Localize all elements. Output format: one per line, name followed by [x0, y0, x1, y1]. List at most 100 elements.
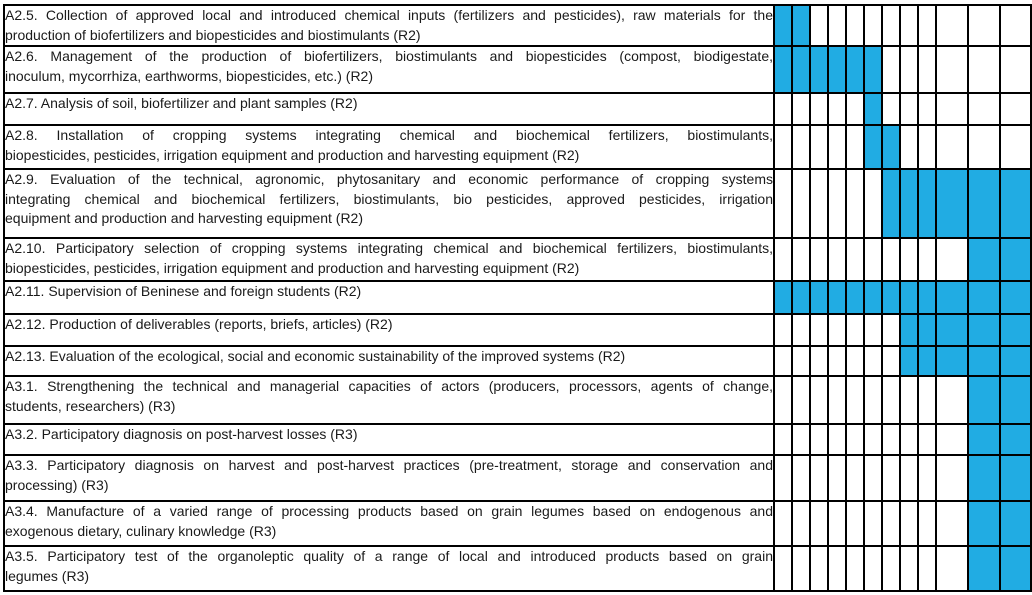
- task-text-line: A2.5. Collection of approved local and i…: [5, 7, 773, 23]
- gantt-empty-cell: [845, 4, 865, 47]
- gantt-empty-cell: [881, 345, 901, 377]
- gantt-filled-cell: [809, 280, 829, 315]
- task-label: A3.1. Strengthening the technical and ma…: [3, 375, 775, 425]
- gantt-empty-cell: [917, 545, 937, 592]
- gantt-filled-cell: [773, 280, 793, 315]
- gantt-filled-cell: [917, 345, 937, 377]
- gantt-empty-cell: [967, 45, 1001, 94]
- gantt-empty-cell: [899, 545, 919, 592]
- task-text-line: production of biofertilizers and biopest…: [5, 26, 421, 43]
- gantt-body: A2.5. Collection of approved local and i…: [3, 4, 1032, 592]
- gantt-empty-cell: [827, 168, 847, 239]
- gantt-empty-cell: [917, 454, 937, 502]
- gantt-filled-cell: [999, 545, 1032, 592]
- task-text-line: exogenous dietary, culinary knowledge (R…: [5, 522, 277, 539]
- gantt-empty-cell: [967, 92, 1001, 126]
- task-label: A3.2. Participatory diagnosis on post-ha…: [3, 423, 775, 456]
- gantt-empty-cell: [917, 375, 937, 425]
- gantt-empty-cell: [881, 500, 901, 547]
- gantt-filled-cell: [967, 313, 1001, 347]
- gantt-empty-cell: [935, 4, 969, 47]
- gantt-empty-cell: [899, 375, 919, 425]
- gantt-empty-cell: [935, 423, 969, 456]
- gantt-empty-cell: [863, 168, 883, 239]
- gantt-empty-cell: [827, 375, 847, 425]
- gantt-empty-cell: [881, 454, 901, 502]
- gantt-empty-cell: [899, 423, 919, 456]
- gantt-empty-cell: [863, 454, 883, 502]
- gantt-empty-cell: [791, 313, 811, 347]
- gantt-empty-cell: [809, 237, 829, 282]
- gantt-empty-cell: [899, 500, 919, 547]
- gantt-empty-cell: [899, 45, 919, 94]
- gantt-empty-cell: [809, 454, 829, 502]
- task-text-line: A2.10. Participatory selection of croppi…: [5, 240, 773, 256]
- gantt-empty-cell: [845, 423, 865, 456]
- task-text-line: students, researchers) (R3): [5, 397, 176, 414]
- gantt-empty-cell: [827, 423, 847, 456]
- gantt-empty-cell: [917, 124, 937, 170]
- gantt-empty-cell: [863, 313, 883, 347]
- gantt-empty-cell: [845, 454, 865, 502]
- gantt-filled-cell: [967, 545, 1001, 592]
- task-text-line: A3.1. Strengthening the technical and ma…: [5, 378, 773, 394]
- gantt-filled-cell: [791, 4, 811, 47]
- gantt-empty-cell: [863, 375, 883, 425]
- gantt-empty-cell: [917, 423, 937, 456]
- gantt-empty-cell: [827, 313, 847, 347]
- table-row: A2.10. Participatory selection of croppi…: [3, 237, 1032, 282]
- task-text-line: equipment and production and harvesting …: [5, 210, 364, 226]
- gantt-empty-cell: [791, 92, 811, 126]
- gantt-empty-cell: [773, 454, 793, 502]
- gantt-filled-cell: [863, 92, 883, 126]
- gantt-empty-cell: [845, 500, 865, 547]
- gantt-filled-cell: [845, 280, 865, 315]
- gantt-empty-cell: [845, 375, 865, 425]
- gantt-filled-cell: [999, 345, 1032, 377]
- gantt-filled-cell: [999, 454, 1032, 502]
- gantt-empty-cell: [917, 237, 937, 282]
- task-text-line: A2.7. Analysis of soil, biofertilizer an…: [5, 95, 358, 111]
- task-label: A2.12. Production of deliverables (repor…: [3, 313, 775, 347]
- table-row: A2.8. Installation of cropping systems i…: [3, 124, 1032, 170]
- task-text-line: A2.12. Production of deliverables (repor…: [5, 316, 393, 332]
- gantt-filled-cell: [967, 500, 1001, 547]
- gantt-empty-cell: [809, 500, 829, 547]
- gantt-filled-cell: [809, 45, 829, 94]
- gantt-empty-cell: [917, 500, 937, 547]
- gantt-empty-cell: [791, 345, 811, 377]
- gantt-chart: A2.5. Collection of approved local and i…: [3, 4, 1032, 592]
- gantt-empty-cell: [881, 4, 901, 47]
- gantt-filled-cell: [917, 280, 937, 315]
- gantt-empty-cell: [845, 545, 865, 592]
- gantt-empty-cell: [845, 237, 865, 282]
- gantt-empty-cell: [999, 124, 1032, 170]
- task-label: A3.4. Manufacture of a varied range of p…: [3, 500, 775, 547]
- gantt-empty-cell: [773, 92, 793, 126]
- gantt-empty-cell: [773, 545, 793, 592]
- gantt-empty-cell: [999, 92, 1032, 126]
- gantt-filled-cell: [881, 168, 901, 239]
- gantt-empty-cell: [863, 423, 883, 456]
- gantt-empty-cell: [827, 545, 847, 592]
- table-row: A3.1. Strengthening the technical and ma…: [3, 375, 1032, 425]
- gantt-filled-cell: [899, 168, 919, 239]
- gantt-filled-cell: [827, 45, 847, 94]
- gantt-empty-cell: [917, 92, 937, 126]
- gantt-filled-cell: [899, 280, 919, 315]
- task-text-line: A2.6. Management of the production of bi…: [5, 48, 773, 64]
- gantt-empty-cell: [791, 545, 811, 592]
- gantt-empty-cell: [999, 4, 1032, 47]
- gantt-empty-cell: [935, 500, 969, 547]
- gantt-empty-cell: [935, 454, 969, 502]
- gantt-empty-cell: [917, 45, 937, 94]
- task-text-line: A3.2. Participatory diagnosis on post-ha…: [5, 426, 358, 442]
- table-row: A2.13. Evaluation of the ecological, soc…: [3, 345, 1032, 377]
- table-row: A2.9. Evaluation of the technical, agron…: [3, 168, 1032, 239]
- gantt-filled-cell: [967, 423, 1001, 456]
- gantt-empty-cell: [881, 313, 901, 347]
- table-row: A3.5. Participatory test of the organole…: [3, 545, 1032, 592]
- task-text-line: biopesticides, pesticides, irrigation eq…: [5, 259, 580, 276]
- gantt-empty-cell: [791, 500, 811, 547]
- gantt-empty-cell: [827, 92, 847, 126]
